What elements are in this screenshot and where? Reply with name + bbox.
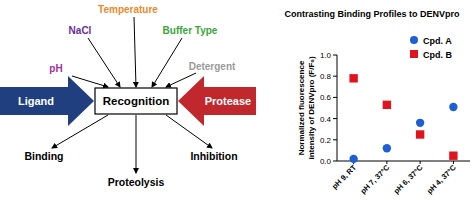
x-tick-label: pH 6, 37°C (392, 163, 425, 196)
input-label: Protease (205, 95, 251, 107)
data-point (416, 130, 424, 138)
outcome-label: Inhibition (190, 150, 237, 162)
data-point (383, 144, 391, 152)
y-tick-label: 0.6 (320, 93, 332, 102)
legend-label: Cpd. B (423, 50, 452, 60)
outcome-label: Binding (24, 150, 63, 162)
y-tick (333, 161, 337, 162)
data-point (349, 74, 357, 82)
data-point (383, 101, 391, 109)
data-point (449, 152, 457, 160)
figure: Recognition Ligand Protease pH NaCl Temperatu… (0, 0, 474, 200)
condition-label: Detergent (189, 61, 236, 72)
condition-label: pH (49, 63, 62, 74)
y-tick (333, 55, 337, 56)
condition-arrow (134, 17, 136, 87)
y-axis (337, 55, 338, 161)
outcome-arrow (52, 115, 108, 148)
y-axis-label: Normalized fluorescenceintensity of DENV… (297, 56, 316, 159)
legend-label: Cpd. A (423, 36, 452, 46)
outcome-arrow (166, 115, 212, 148)
y-tick-label: 1.0 (320, 51, 332, 60)
condition-label: Temperature (98, 4, 158, 15)
legend-marker (410, 50, 418, 58)
y-tick (333, 118, 337, 119)
center-box (95, 88, 177, 114)
data-point (349, 155, 357, 163)
condition-arrow (166, 73, 196, 87)
condition-arrow (152, 38, 182, 87)
x-tick-label: pH 7, 37°C (359, 163, 392, 196)
y-axis-label-line: intensity of DENVpro (F/F₀) (307, 56, 316, 159)
data-point (416, 119, 424, 127)
y-tick-label: 0.0 (320, 157, 332, 166)
x-tick-label: pH 9, RT (330, 163, 358, 191)
condition-label: Buffer Type (163, 25, 218, 36)
legend: Cpd. A Cpd. B (410, 36, 452, 60)
marks (349, 74, 457, 163)
diagram: Recognition Ligand Protease pH NaCl Temperatu… (0, 4, 256, 188)
x-tick-label: pH 4, 37°C (425, 163, 458, 196)
input-arrow (0, 76, 94, 126)
x-tick (453, 161, 454, 164)
condition-label: NaCl (69, 25, 92, 36)
y-tick (333, 97, 337, 98)
chart-title: Contrasting Binding Profiles to DENVpro (285, 9, 461, 19)
input-label: Ligand (18, 95, 54, 107)
x-tick (386, 161, 387, 164)
y-tick-label: 0.2 (320, 136, 332, 145)
y-tick-label: 0.8 (320, 72, 332, 81)
y-tick (333, 139, 337, 140)
y-tick-label: 0.4 (320, 115, 332, 124)
condition-arrow (88, 38, 120, 87)
y-axis-label-line: Normalized fluorescence (297, 60, 306, 155)
condition-arrow (72, 76, 108, 87)
y-tick (333, 76, 337, 77)
outcome-label: Proteolysis (108, 176, 165, 188)
outcome-arrow (136, 115, 137, 173)
legend-marker (410, 36, 418, 44)
input-arrow (178, 76, 256, 126)
center-label: Recognition (103, 95, 169, 107)
x-tick (420, 161, 421, 164)
data-point (449, 103, 457, 111)
chart: Contrasting Binding Profiles to DENVpro 0… (285, 9, 471, 196)
